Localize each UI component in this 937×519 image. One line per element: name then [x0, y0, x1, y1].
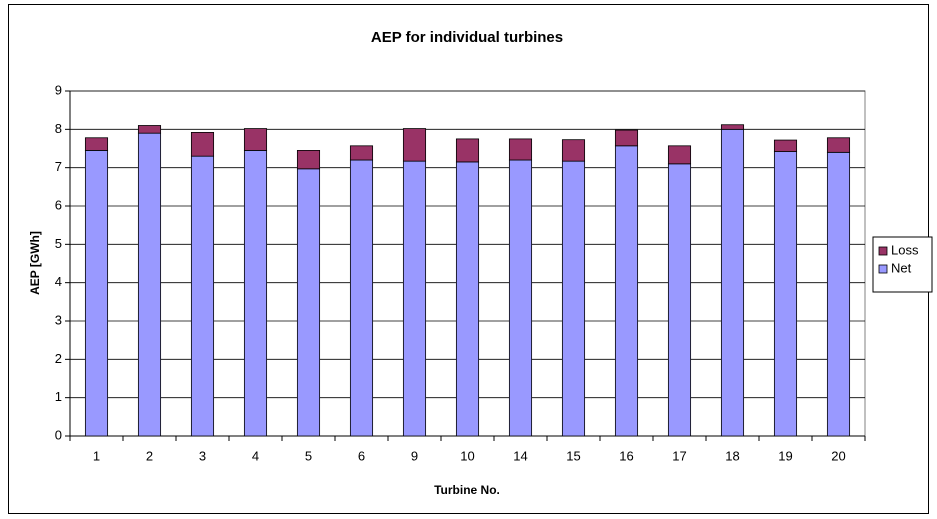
- x-tick-label: 2: [146, 448, 153, 463]
- legend-swatch: [878, 264, 888, 274]
- bar-segment: [190, 155, 215, 437]
- bar-segment: [137, 132, 162, 437]
- x-tick-label: 1: [93, 448, 100, 463]
- y-tick-label: 6: [55, 197, 62, 212]
- bar-segment: [561, 160, 586, 437]
- bar-segment: [561, 139, 586, 162]
- bar-segment: [826, 151, 851, 437]
- y-tick-label: 7: [55, 159, 62, 174]
- x-tick-label: 19: [778, 448, 792, 463]
- chart-title: AEP for individual turbines: [371, 29, 563, 46]
- bar-segment: [614, 129, 639, 147]
- x-tick-label: 20: [831, 448, 845, 463]
- y-tick-label: 1: [55, 389, 62, 404]
- bar-segment: [508, 138, 533, 161]
- bar-segment: [296, 150, 321, 170]
- x-tick-label: 4: [252, 448, 259, 463]
- y-tick-label: 5: [55, 236, 62, 251]
- bar-segment: [773, 151, 798, 437]
- x-tick-label: 6: [358, 448, 365, 463]
- x-tick-label: 18: [725, 448, 739, 463]
- x-tick-label: 15: [566, 448, 580, 463]
- legend-swatch: [878, 246, 888, 256]
- y-axis-label: AEP [GWh]: [28, 231, 42, 295]
- bar-segment: [243, 150, 268, 437]
- legend-box: [872, 236, 933, 293]
- x-tick-label: 14: [513, 448, 527, 463]
- legend-label: Net: [891, 260, 912, 275]
- bar-segment: [667, 145, 692, 165]
- bar-segment: [349, 145, 374, 161]
- bar-segment: [190, 131, 215, 157]
- y-tick-label: 2: [55, 351, 62, 366]
- x-tick-label: 9: [411, 448, 418, 463]
- bar-segment: [455, 161, 480, 437]
- bar-segment: [349, 159, 374, 437]
- bar-segment: [720, 128, 745, 437]
- bar-segment: [296, 168, 321, 437]
- y-tick-label: 9: [55, 82, 62, 97]
- bar-segment: [720, 124, 745, 130]
- bar-segment: [84, 150, 109, 437]
- x-tick-label: 10: [460, 448, 474, 463]
- bar-segment: [508, 159, 533, 437]
- bar-segment: [614, 145, 639, 437]
- y-tick-label: 0: [55, 427, 62, 442]
- y-tick-label: 8: [55, 121, 62, 136]
- x-axis-label: Turbine No.: [434, 483, 500, 497]
- bar-segment: [667, 163, 692, 437]
- bar-segment: [402, 128, 427, 162]
- bar-segment: [402, 160, 427, 437]
- y-tick-label: 3: [55, 312, 62, 327]
- x-tick-label: 3: [199, 448, 206, 463]
- y-tick-label: 4: [55, 274, 62, 289]
- x-tick-label: 16: [619, 448, 633, 463]
- legend-label: Loss: [891, 242, 919, 257]
- bar-segment: [243, 128, 268, 151]
- bar-segment: [455, 138, 480, 163]
- bar-segment: [137, 125, 162, 134]
- x-tick-label: 5: [305, 448, 312, 463]
- bar-segment: [84, 137, 109, 151]
- x-tick-label: 17: [672, 448, 686, 463]
- bar-segment: [826, 137, 851, 153]
- bar-segment: [773, 139, 798, 152]
